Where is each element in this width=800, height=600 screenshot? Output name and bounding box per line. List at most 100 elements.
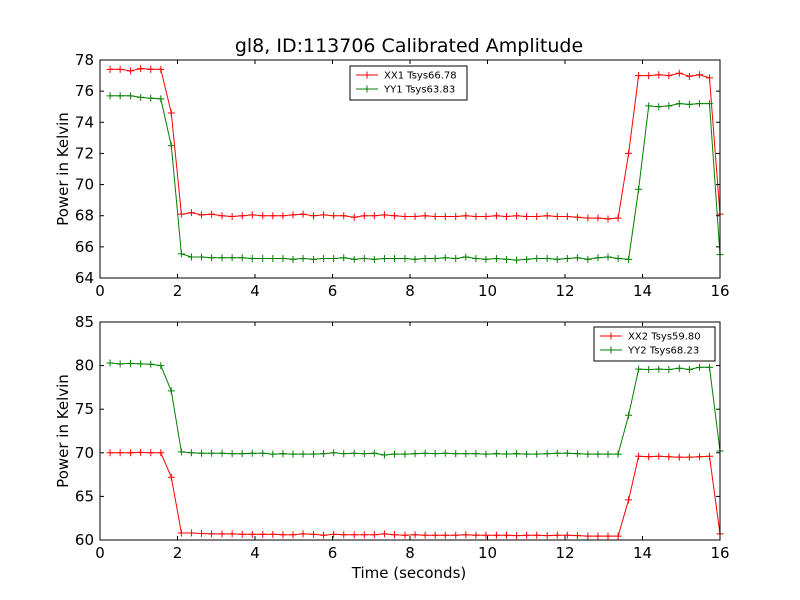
data-point-marker	[106, 449, 114, 457]
data-point-marker	[401, 255, 409, 263]
data-point-marker	[370, 531, 378, 539]
legend-marker-2	[607, 346, 615, 354]
data-point-marker	[604, 450, 612, 458]
data-point-marker	[604, 215, 612, 223]
x-axis-label: Time (seconds)	[351, 564, 467, 582]
x-tick-label: 6	[328, 282, 338, 300]
data-point-marker	[625, 496, 633, 504]
data-point-marker	[635, 185, 643, 193]
data-point-marker	[462, 253, 470, 261]
data-point-marker	[614, 532, 622, 540]
data-point-marker	[553, 255, 561, 263]
data-point-marker	[502, 212, 510, 220]
data-point-marker	[310, 212, 318, 220]
data-point-marker	[340, 212, 348, 220]
data-point-marker	[411, 531, 419, 539]
data-point-marker	[391, 450, 398, 458]
data-point-marker	[533, 531, 541, 539]
data-point-marker	[411, 255, 419, 263]
data-point-marker	[502, 450, 510, 458]
data-point-marker	[685, 100, 693, 108]
data-point-marker	[584, 532, 592, 540]
data-point-marker	[330, 212, 338, 220]
data-point-marker	[553, 449, 561, 457]
data-point-marker	[269, 212, 277, 220]
data-point-marker	[391, 531, 398, 539]
data-point-marker	[513, 256, 521, 264]
data-point-marker	[137, 448, 145, 456]
data-point-marker	[675, 100, 683, 108]
data-point-marker	[645, 366, 653, 374]
data-point-marker	[320, 211, 328, 219]
data-point-marker	[502, 255, 510, 263]
data-point-marker	[279, 212, 287, 220]
data-point-marker	[584, 214, 592, 222]
data-point-marker	[573, 254, 581, 262]
data-point-marker	[594, 214, 602, 222]
data-point-marker	[340, 450, 348, 458]
data-point-marker	[116, 92, 124, 100]
data-point-marker	[259, 212, 267, 220]
data-point-marker	[695, 100, 703, 108]
data-point-marker	[675, 453, 683, 461]
data-point-marker	[360, 531, 368, 539]
data-point-marker	[157, 95, 165, 103]
x-tick-label: 10	[478, 544, 497, 562]
x-tick-label: 0	[95, 544, 105, 562]
data-point-marker	[462, 531, 470, 539]
data-point-marker	[685, 366, 693, 374]
data-point-marker	[218, 530, 226, 538]
data-point-marker	[208, 210, 216, 218]
data-point-marker	[380, 451, 388, 459]
data-point-marker	[310, 450, 318, 458]
data-point-marker	[370, 255, 378, 263]
data-point-marker	[106, 92, 114, 100]
data-point-marker	[441, 449, 449, 457]
x-tick-label: 6	[328, 544, 338, 562]
data-point-marker	[695, 71, 703, 79]
y-tick-label: 64	[75, 269, 94, 287]
data-point-marker	[543, 532, 551, 540]
data-point-marker	[492, 212, 500, 220]
x-tick-label: 2	[173, 282, 183, 300]
data-point-marker	[401, 531, 409, 539]
data-point-marker	[472, 531, 480, 539]
data-point-marker	[431, 255, 439, 263]
data-point-marker	[452, 255, 460, 263]
data-point-marker	[441, 531, 449, 539]
data-point-marker	[259, 255, 267, 263]
data-point-marker	[695, 453, 703, 461]
data-point-marker	[127, 67, 135, 75]
data-point-marker	[452, 212, 460, 220]
data-point-marker	[706, 452, 714, 460]
data-point-marker	[157, 362, 165, 370]
data-point-marker	[279, 255, 287, 263]
data-point-marker	[157, 449, 165, 457]
data-point-marker	[462, 450, 470, 458]
y-tick-label: 70	[75, 176, 94, 194]
data-point-marker	[269, 255, 277, 263]
data-point-marker	[594, 450, 602, 458]
legend-label-1: XX1 Tsys66.78	[384, 71, 457, 82]
y-tick-label: 80	[75, 357, 94, 375]
data-point-marker	[543, 255, 551, 263]
x-tick-label: 4	[250, 544, 260, 562]
x-tick-label: 14	[633, 282, 652, 300]
x-tick-label: 8	[405, 544, 415, 562]
data-point-marker	[147, 449, 155, 457]
data-point-marker	[198, 529, 206, 537]
data-point-marker	[147, 360, 155, 368]
x-tick-label: 14	[633, 544, 652, 562]
data-point-marker	[482, 531, 490, 539]
data-point-marker	[655, 452, 663, 460]
data-point-marker	[269, 450, 277, 458]
data-point-marker	[431, 450, 439, 458]
data-point-marker	[472, 212, 480, 220]
legend-label-1: XX2 Tsys59.80	[628, 332, 701, 343]
data-point-marker	[706, 74, 714, 82]
data-point-marker	[350, 531, 358, 539]
data-point-marker	[350, 213, 358, 221]
data-point-marker	[421, 531, 429, 539]
data-point-marker	[248, 530, 256, 538]
data-point-marker	[594, 254, 602, 262]
